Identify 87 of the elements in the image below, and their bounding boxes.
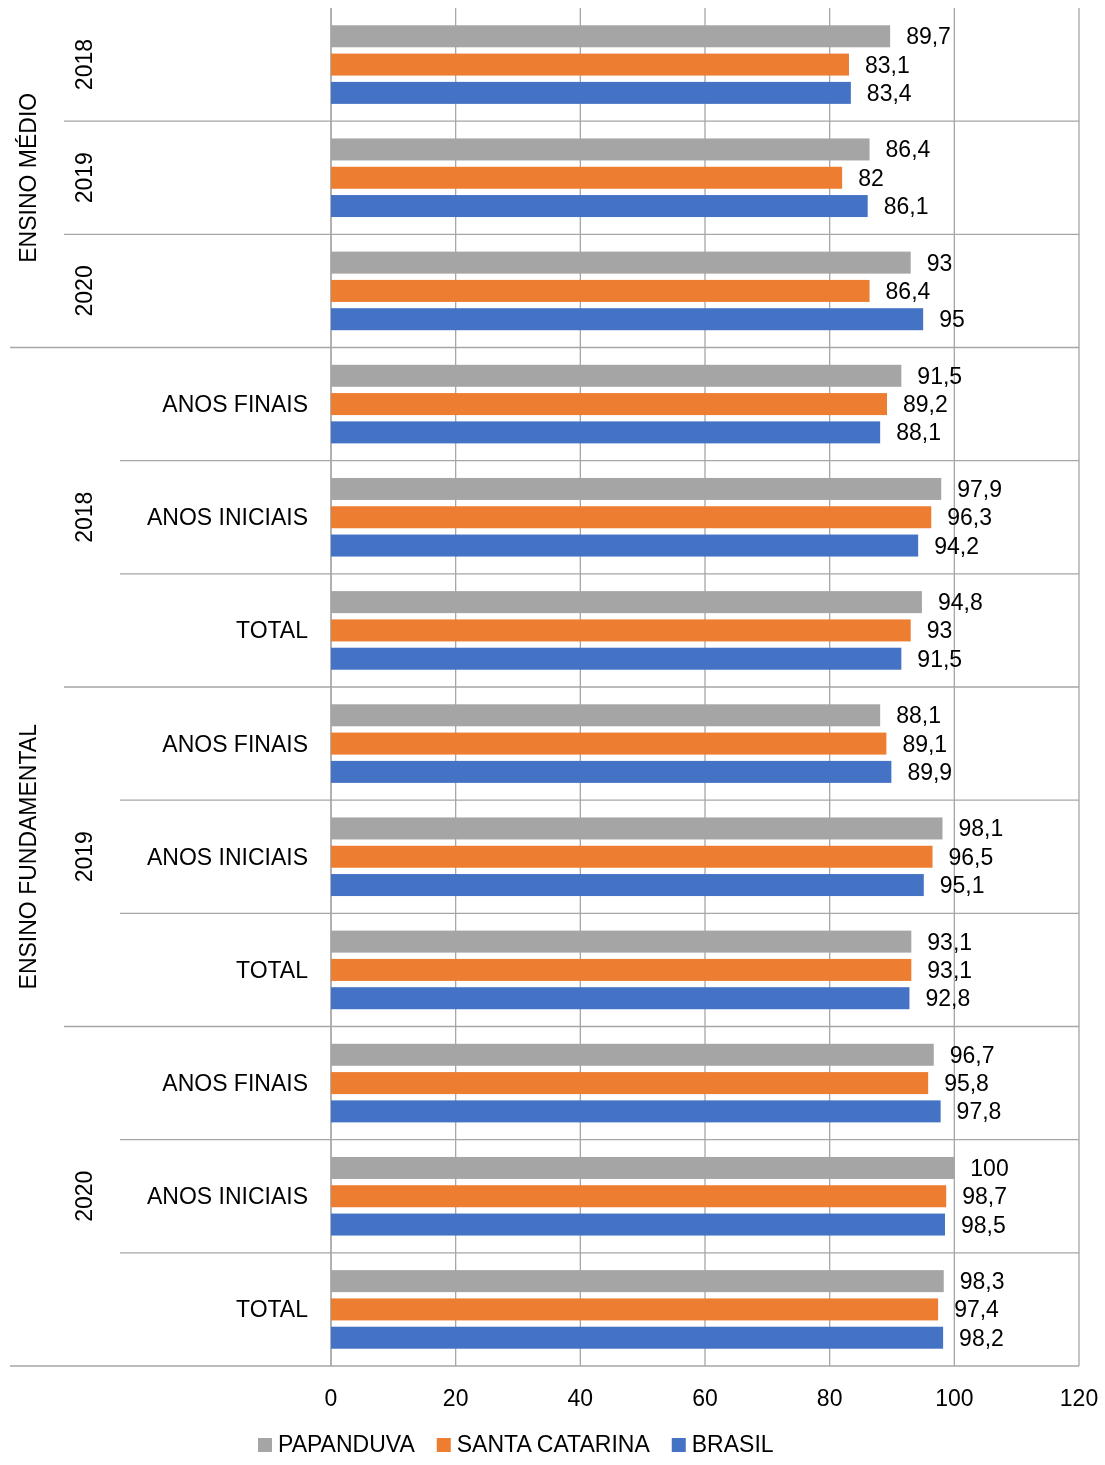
data-label: 93 bbox=[926, 249, 953, 276]
y-tick-label: ANOS FINAIS bbox=[162, 730, 308, 757]
bar bbox=[331, 732, 887, 755]
data-label: 98,5 bbox=[960, 1211, 1006, 1238]
y-tick-label: ANOS FINAIS bbox=[162, 391, 308, 418]
data-label: 97,8 bbox=[956, 1098, 1002, 1125]
bar bbox=[331, 647, 902, 670]
data-label: 86,1 bbox=[883, 193, 929, 220]
y-tick-label: TOTAL bbox=[236, 617, 309, 644]
bar bbox=[331, 506, 932, 529]
x-tick-label: 40 bbox=[567, 1385, 594, 1411]
data-label: 98,1 bbox=[958, 815, 1004, 842]
x-tick-label: 0 bbox=[324, 1385, 338, 1411]
data-label: 88,1 bbox=[896, 702, 941, 729]
legend-label: SANTA CATARINA bbox=[456, 1431, 651, 1457]
bar bbox=[331, 1185, 947, 1208]
text: 2020 bbox=[71, 265, 97, 317]
data-label: 89,7 bbox=[906, 23, 951, 50]
data-label: 95 bbox=[939, 306, 965, 333]
data-label: 97,4 bbox=[954, 1296, 1000, 1323]
data-label: 93 bbox=[926, 617, 953, 644]
bar bbox=[331, 1213, 945, 1236]
bar bbox=[331, 1298, 939, 1321]
bar bbox=[331, 987, 910, 1010]
data-label: 100 bbox=[970, 1154, 1009, 1181]
bar bbox=[331, 166, 843, 189]
bar bbox=[331, 958, 912, 981]
bar bbox=[331, 195, 868, 218]
bar bbox=[331, 421, 881, 444]
bar bbox=[331, 760, 892, 783]
text: 2018 bbox=[71, 491, 97, 543]
data-label: 83,4 bbox=[866, 79, 912, 106]
bar bbox=[331, 308, 924, 331]
data-label: 98,7 bbox=[962, 1183, 1007, 1210]
data-label: 96,7 bbox=[949, 1041, 995, 1068]
bar bbox=[331, 534, 919, 557]
data-label: 91,5 bbox=[917, 645, 963, 672]
data-label: 86,4 bbox=[885, 277, 931, 304]
y-tick-label: TOTAL bbox=[236, 1296, 309, 1323]
text: 2019 bbox=[71, 831, 97, 883]
bar bbox=[331, 1326, 944, 1349]
bar bbox=[331, 53, 849, 76]
data-label: 95,1 bbox=[939, 872, 985, 899]
bar bbox=[331, 393, 888, 416]
bar bbox=[331, 81, 851, 104]
data-label: 92,8 bbox=[925, 985, 971, 1012]
y-tick-label: ANOS INICIAIS bbox=[146, 843, 308, 870]
y-tick-label: ANOS INICIAIS bbox=[146, 504, 308, 531]
data-label: 89,1 bbox=[902, 730, 948, 757]
data-label: 94,2 bbox=[934, 532, 979, 559]
data-label: 86,4 bbox=[885, 136, 931, 163]
legend-label: BRASIL bbox=[691, 1431, 774, 1457]
x-tick-label: 80 bbox=[816, 1385, 843, 1411]
data-label: 98,3 bbox=[959, 1268, 1005, 1295]
data-label: 89,9 bbox=[907, 758, 953, 785]
bar bbox=[331, 619, 911, 642]
text: 2019 bbox=[71, 152, 97, 204]
x-tick-label: 20 bbox=[442, 1385, 469, 1411]
bar bbox=[331, 1100, 941, 1123]
data-label: 96,3 bbox=[947, 504, 993, 531]
y-tick-label: ANOS INICIAIS bbox=[146, 1183, 308, 1210]
bar bbox=[331, 845, 933, 868]
x-tick-label: 100 bbox=[935, 1385, 974, 1411]
data-label: 89,2 bbox=[903, 391, 948, 418]
bar bbox=[331, 279, 870, 302]
x-tick-label: 120 bbox=[1059, 1385, 1099, 1411]
data-label: 93,1 bbox=[927, 928, 973, 955]
y-tick-label: ANOS FINAIS bbox=[162, 1070, 308, 1097]
data-label: 83,1 bbox=[864, 51, 910, 78]
legend-label: PAPANDUVA bbox=[278, 1431, 416, 1457]
x-tick-label: 60 bbox=[692, 1385, 718, 1411]
bar bbox=[331, 1072, 929, 1095]
text: 2020 bbox=[71, 1170, 97, 1222]
data-label: 91,5 bbox=[917, 362, 963, 389]
data-label: 93,1 bbox=[927, 956, 973, 983]
data-label: 98,2 bbox=[959, 1324, 1004, 1351]
y-tick-label: TOTAL bbox=[236, 956, 309, 983]
text: ENSINO FUNDAMENTAL bbox=[15, 723, 41, 990]
data-label: 88,1 bbox=[896, 419, 941, 446]
data-label: 96,5 bbox=[948, 843, 994, 870]
data-label: 97,9 bbox=[957, 475, 1003, 502]
text: 2018 bbox=[71, 39, 97, 91]
data-label: 94,8 bbox=[937, 589, 983, 616]
bar bbox=[331, 874, 924, 897]
data-label: 82 bbox=[858, 164, 884, 191]
text: ENSINO MÉDIO bbox=[15, 92, 41, 263]
data-label: 95,8 bbox=[944, 1070, 989, 1097]
